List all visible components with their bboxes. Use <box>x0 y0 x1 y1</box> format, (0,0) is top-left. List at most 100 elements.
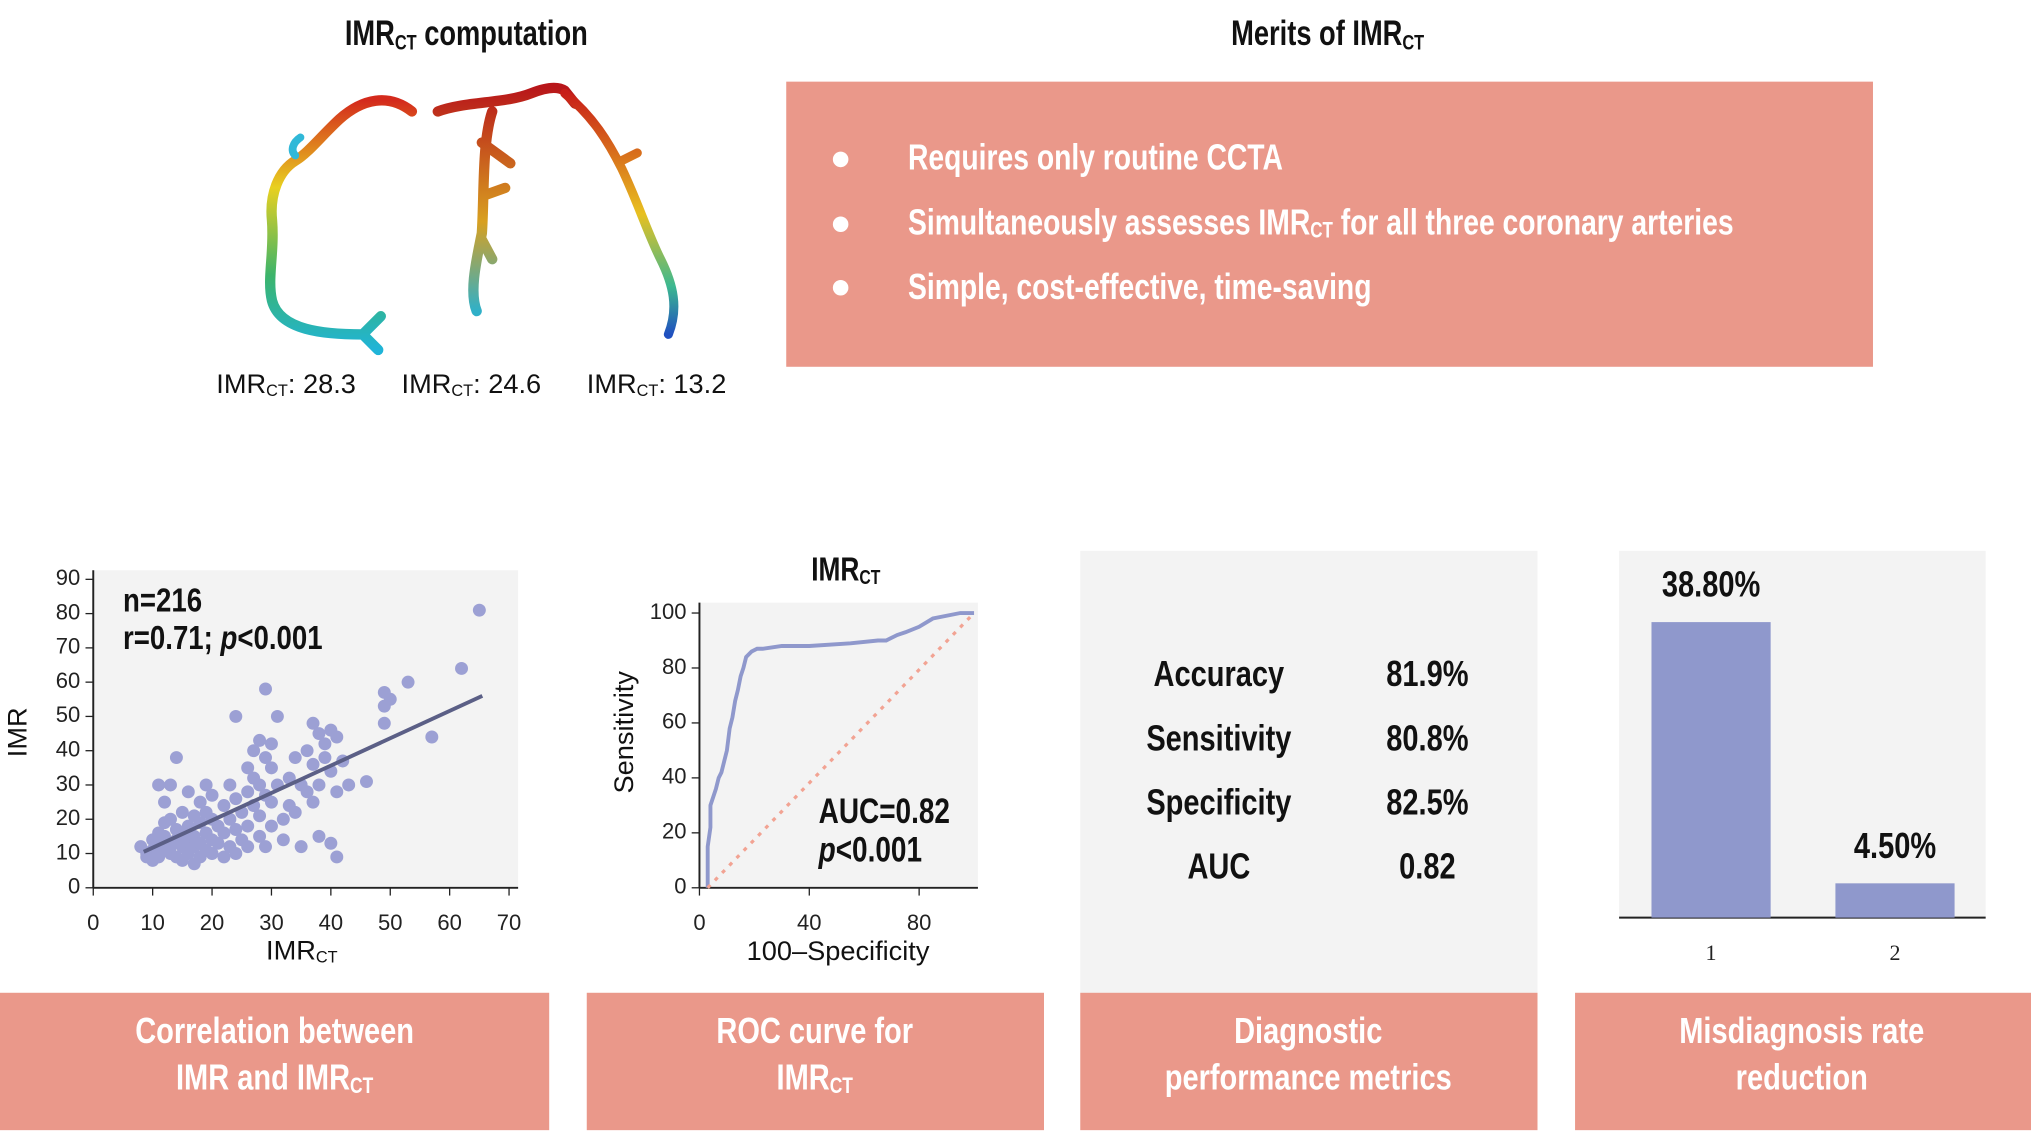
trend-line <box>142 694 484 854</box>
scatter-point <box>312 829 326 843</box>
scatter-point <box>306 757 320 771</box>
caption: Correlation between <box>135 1009 414 1050</box>
y-tick-label: 60 <box>56 668 80 693</box>
scatter-point <box>229 709 243 723</box>
caption: ROC curve for <box>716 1009 913 1050</box>
x-tick-label: 30 <box>259 910 283 935</box>
text-part: performance metrics <box>1165 1056 1452 1097</box>
vessel-label: IMRCT: 13.2 <box>587 368 727 400</box>
scatter-point <box>330 785 344 799</box>
y-tick-label: 90 <box>56 565 80 590</box>
x-tick-label: 2 <box>1889 940 1900 965</box>
text-part: AUC=0.82 <box>819 791 950 831</box>
text-part: CT <box>1310 219 1333 244</box>
metric-name: Sensitivity <box>1146 717 1292 758</box>
y-tick-label: 30 <box>56 771 80 796</box>
scatter-point <box>253 809 267 823</box>
x-tick-label: 80 <box>907 910 931 935</box>
x-tick-label: 20 <box>200 910 224 935</box>
scatter-point <box>193 795 207 809</box>
metric-name: Specificity <box>1146 781 1292 822</box>
text-part: CT <box>830 1074 853 1098</box>
scatter-point <box>241 840 255 854</box>
scatter-point <box>312 778 326 792</box>
vessel-label: IMRCT: 24.6 <box>402 368 542 400</box>
y-tick-label: 0 <box>674 874 686 899</box>
text-part: Requires only routine CCTA <box>908 137 1283 177</box>
merit-item: Requires only routine CCTA <box>908 137 1283 177</box>
scatter-point <box>270 709 284 723</box>
scatter-point <box>253 829 267 843</box>
x-tick-label: 0 <box>693 910 705 935</box>
scatter-point <box>217 799 231 813</box>
y-tick-label: 50 <box>56 702 80 727</box>
text-part: CT <box>395 30 417 53</box>
text-part: CT <box>859 566 880 588</box>
scatter-point <box>211 836 225 850</box>
scatter-point <box>425 730 439 744</box>
scatter-point <box>229 847 243 860</box>
scatter-point <box>253 733 267 747</box>
metric-name: Accuracy <box>1154 653 1285 694</box>
text-part: computation <box>417 14 588 53</box>
value-label: 38.80% <box>1662 564 1760 605</box>
text-part: p <box>818 830 836 870</box>
scatter-point <box>175 805 189 819</box>
text-part: : 28.3 <box>288 368 356 399</box>
text-part: CT <box>316 948 338 966</box>
scatter-point <box>360 775 373 789</box>
text-part: Merits of IMR <box>1231 14 1402 53</box>
text-part: IMR <box>345 14 395 53</box>
x-tick-label: 1 <box>1706 940 1717 965</box>
text-part: IMR and IMR <box>176 1056 350 1097</box>
scatter-point <box>205 788 219 802</box>
scatter-point <box>241 819 255 833</box>
scatter-point <box>217 850 231 864</box>
caption: reduction <box>1736 1056 1868 1097</box>
y-tick-label: 0 <box>68 874 80 899</box>
caption-boxes <box>0 992 2031 1131</box>
scatter-point <box>288 805 302 819</box>
scatter-point <box>401 675 415 689</box>
scatter-point <box>455 661 469 675</box>
x-tick-label: 40 <box>797 910 821 935</box>
scatter-point <box>164 812 177 826</box>
scatter-point <box>264 819 278 833</box>
text-part: reduction <box>1736 1056 1868 1097</box>
y-tick-label: 40 <box>56 737 80 762</box>
x-tick-label: 0 <box>87 910 99 935</box>
annotation: p<0.001 <box>818 830 922 870</box>
scatter-point <box>169 751 183 765</box>
scatter-point <box>199 778 213 792</box>
bullet-dots <box>832 151 849 296</box>
text-part: IMR <box>402 368 452 399</box>
roc-plot-area <box>699 602 978 888</box>
y-tick-label: 80 <box>56 599 80 624</box>
scatter-point <box>264 737 278 751</box>
scatter-point <box>264 795 278 809</box>
scatter-point <box>259 840 272 854</box>
vessel-illustration <box>265 82 679 356</box>
x-tick-label: 50 <box>378 910 402 935</box>
scatter-point <box>472 603 486 617</box>
text-part: <0.001 <box>237 619 322 657</box>
y-tick-label: 20 <box>56 805 80 830</box>
text-part: CT <box>1402 30 1424 53</box>
scatter-point <box>300 785 314 799</box>
bar <box>1651 622 1771 918</box>
y-axis-title: Sensitivity <box>608 671 639 794</box>
scatter-point <box>241 785 255 799</box>
caption: performance metrics <box>1165 1056 1452 1097</box>
chart-title: IMRCT <box>811 551 880 588</box>
text-part: CT <box>637 382 659 400</box>
scatter-point <box>158 795 172 809</box>
text-part: Correlation between <box>135 1009 414 1050</box>
scatter-point <box>312 727 326 741</box>
scatter-point <box>306 795 320 809</box>
scatter-point <box>217 826 231 840</box>
caption: IMR and IMRCT <box>176 1056 373 1099</box>
text-part: r=0.71; <box>123 619 220 657</box>
scatter-point <box>383 692 397 706</box>
metric-value: 82.5% <box>1386 781 1468 822</box>
merits-box <box>786 81 1873 367</box>
